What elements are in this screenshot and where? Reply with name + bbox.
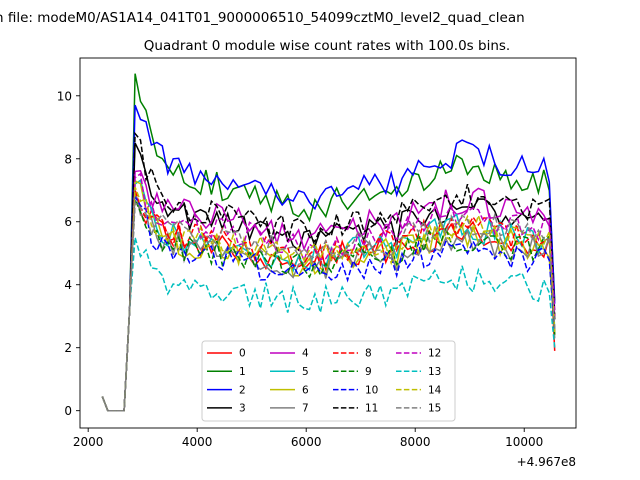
legend-label-1: 1: [239, 366, 246, 378]
series-line-9: [101, 199, 556, 412]
y-tick-label-0: 0: [64, 404, 72, 418]
series-line-14: [101, 186, 556, 412]
y-tick-label-5: 10: [57, 89, 72, 103]
legend-label-11: 11: [365, 403, 378, 415]
y-tick-label-4: 8: [64, 152, 72, 166]
x-tick-label-2: 6000: [291, 435, 322, 449]
series-line-15: [101, 201, 556, 412]
series-line-8: [101, 190, 556, 412]
legend-label-6: 6: [302, 384, 309, 396]
legend-label-0: 0: [239, 348, 246, 360]
series-line-7: [101, 190, 556, 412]
legend-label-13: 13: [428, 366, 441, 378]
legend-label-15: 15: [428, 403, 441, 415]
y-tick-label-1: 2: [64, 341, 72, 355]
series-line-1: [101, 73, 556, 412]
legend-label-14: 14: [428, 384, 442, 396]
x-tick-label-4: 10000: [505, 435, 543, 449]
series-line-2: [101, 104, 556, 412]
offset-label: +4.967e8: [517, 455, 576, 469]
x-tick-label-0: 2000: [73, 435, 104, 449]
series-line-11: [101, 131, 556, 412]
series-layer: [101, 73, 556, 412]
series-line-10: [101, 194, 556, 412]
x-tick-label-3: 8000: [400, 435, 431, 449]
legend-box: [201, 340, 456, 422]
x-tick-label-1: 4000: [182, 435, 213, 449]
legend-label-9: 9: [365, 366, 372, 378]
legend-label-10: 10: [365, 384, 378, 396]
legend-label-12: 12: [428, 348, 441, 360]
series-line-4: [101, 169, 556, 412]
legend-label-5: 5: [302, 366, 309, 378]
legend-label-3: 3: [239, 403, 246, 415]
legend-label-7: 7: [302, 403, 309, 415]
series-line-12: [101, 172, 556, 412]
legend-label-2: 2: [239, 384, 246, 396]
y-tick-label-2: 4: [64, 278, 72, 292]
legend-label-4: 4: [302, 348, 309, 360]
plot-frame: [79, 57, 577, 429]
legend-label-8: 8: [365, 348, 372, 360]
chart-title: Quadrant 0 module wise count rates with …: [144, 38, 510, 54]
y-tick-label-3: 6: [64, 215, 72, 229]
suptitle: n file: modeM0/AS1A14_041T01_9000006510_…: [0, 10, 525, 26]
series-line-13: [101, 237, 556, 412]
